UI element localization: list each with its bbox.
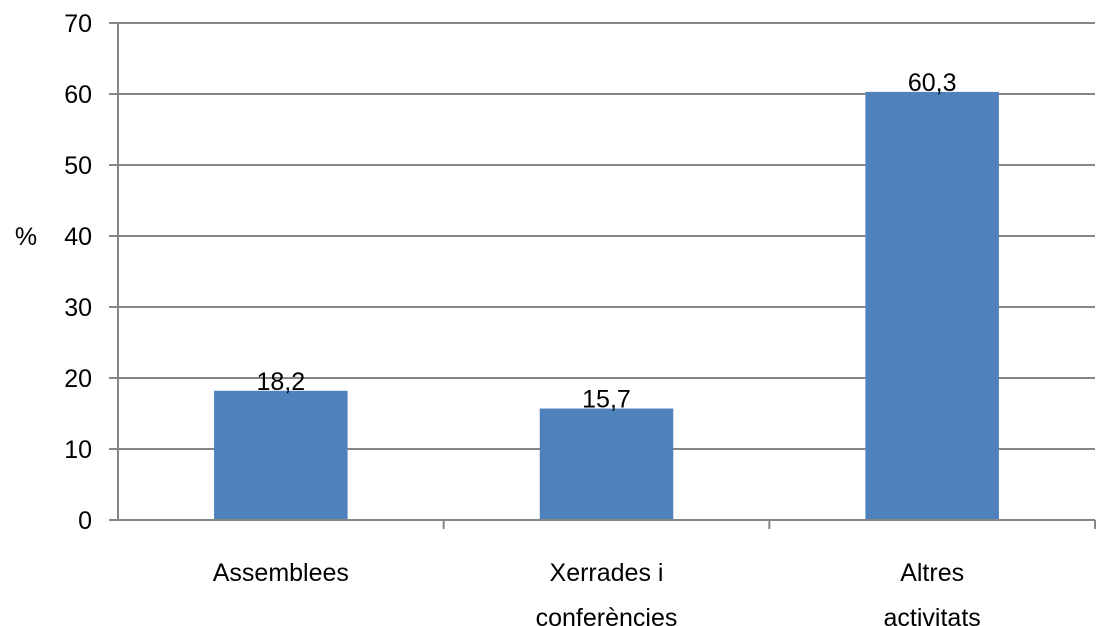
y-tick-label: 50 (64, 152, 92, 180)
y-tick-label: 20 (64, 365, 92, 393)
x-category-label: Altres (900, 559, 964, 587)
y-tick-label: 60 (64, 81, 92, 109)
y-axis: 0 10 20 30 40 50 60 70 (64, 10, 119, 535)
y-tick-label: 70 (64, 10, 92, 38)
y-tick-label: 40 (64, 223, 92, 251)
data-label: 15,7 (582, 386, 631, 414)
x-category-label: Assemblees (213, 559, 349, 587)
y-tick-label: 10 (64, 436, 92, 464)
y-axis-title: % (15, 223, 37, 251)
x-category-label: conferències (536, 604, 678, 626)
data-label: 18,2 (256, 368, 305, 396)
x-category-label: activitats (884, 604, 981, 626)
bar (214, 390, 348, 520)
bar (865, 91, 999, 521)
y-tick-label: 30 (64, 294, 92, 322)
data-label: 60,3 (908, 69, 957, 97)
x-axis: Assemblees Xerrades i conferències Altres ac… (109, 519, 1096, 626)
bars: 18,2 15,7 60,3 (214, 69, 999, 521)
x-category-label: Xerrades i (550, 559, 664, 587)
gridlines (118, 22, 1095, 450)
bar (539, 408, 674, 520)
y-tick-label: 0 (78, 507, 92, 535)
